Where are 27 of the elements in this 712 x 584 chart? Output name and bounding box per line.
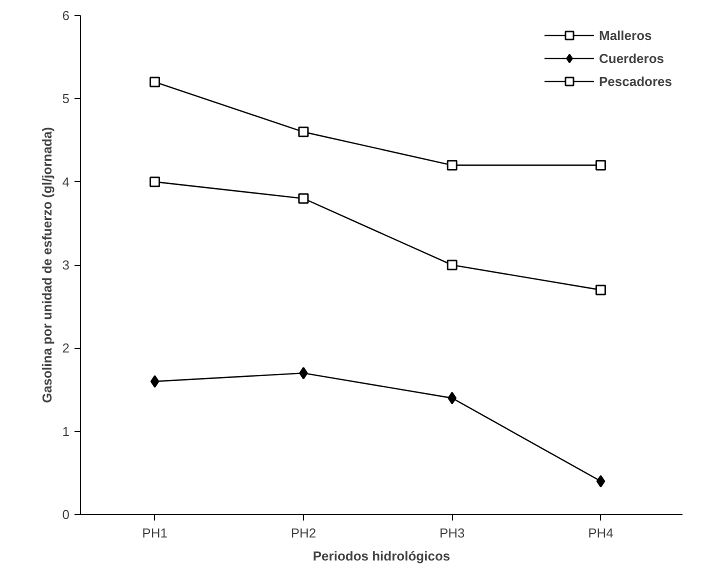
point [150,176,160,188]
legend-label: Cuerderos [599,50,664,66]
point [298,126,309,138]
point [448,392,457,404]
y-tick-label: 4 [62,174,70,190]
x-tick-label: PH2 [290,526,316,540]
point [595,160,606,170]
point [150,375,160,388]
y-tick-label: 5 [62,91,70,106]
x-tick-label: PH1 [142,526,168,540]
legend-label: Pescadores [599,74,672,88]
legend-label: Malleros [599,28,652,42]
point [150,76,160,88]
x-tick-label: PH3 [439,526,465,540]
point [595,284,606,296]
x-tick-label: PH4 [588,526,614,540]
point [596,474,606,488]
point [446,260,458,270]
point [446,160,458,170]
y-tick-label: 0 [62,507,70,522]
y-tick-label: 2 [62,340,70,356]
y-tick-label: 1 [62,424,70,439]
point [298,193,309,204]
x-axis-title: Periodos hidrológicos [312,548,450,564]
y-axis-title: Gasolina por unidad de esfuerzo (gl/jornada) [39,127,54,403]
y-tick-label: 6 [62,8,70,23]
y-tick-label: 3 [62,258,70,272]
